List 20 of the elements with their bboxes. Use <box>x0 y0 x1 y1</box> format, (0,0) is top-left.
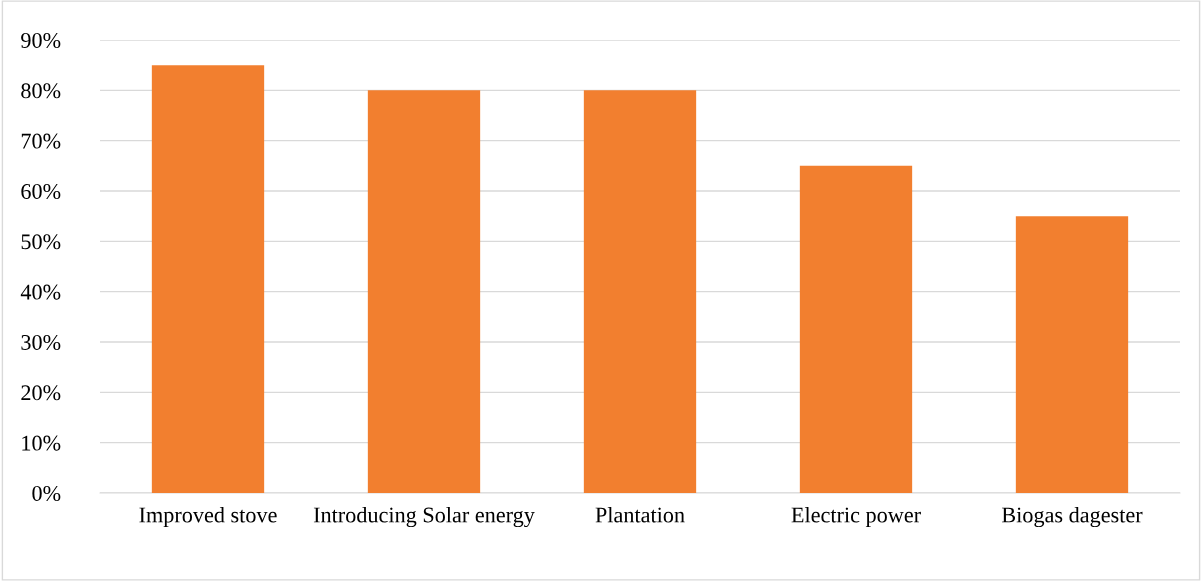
bar <box>1015 216 1129 493</box>
y-tick-label: 30% <box>21 334 61 350</box>
x-tick-label: Electric power <box>791 506 921 528</box>
x-tick-label: Plantation <box>595 506 685 523</box>
x-tick-label: Biogas dagester <box>1001 506 1143 528</box>
x-tick-label: Improved stove <box>139 506 277 528</box>
bar <box>367 90 481 493</box>
y-tick-label: 50% <box>21 234 61 250</box>
y-tick-label: 80% <box>21 83 61 99</box>
bar <box>151 65 265 493</box>
y-tick-label: 20% <box>21 385 61 401</box>
y-tick-label: 40% <box>20 284 61 300</box>
bar <box>799 165 913 493</box>
y-tick-label: 10% <box>22 435 61 451</box>
y-tick-label: 90% <box>21 32 61 48</box>
y-tick-label: 0% <box>32 485 61 501</box>
y-tick-label: 70% <box>21 133 61 149</box>
y-tick-label: 60% <box>21 183 61 199</box>
x-tick-label: Introducing Solar energy <box>313 506 535 528</box>
bar <box>583 90 697 493</box>
